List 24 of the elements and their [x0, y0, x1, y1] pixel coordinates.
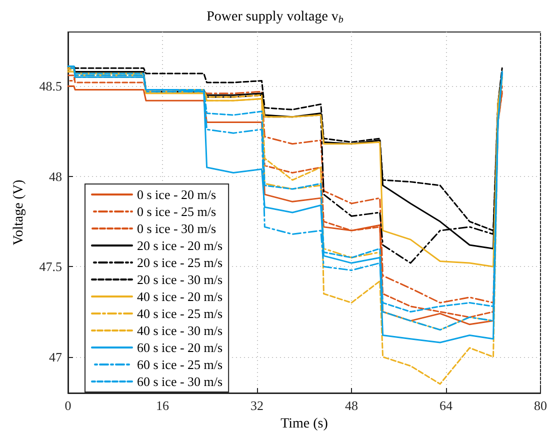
legend-label: 0 s ice - 25 m/s — [137, 204, 216, 219]
y-axis-title: Voltage (V) — [12, 179, 26, 246]
legend-label: 20 s ice - 20 m/s — [137, 238, 223, 253]
legend-label: 20 s ice - 25 m/s — [137, 255, 223, 270]
x-tick-label: 16 — [156, 398, 170, 413]
x-tick-label: 64 — [440, 398, 453, 413]
legend-label: 40 s ice - 30 m/s — [137, 323, 223, 338]
legend-label: 60 s ice - 20 m/s — [137, 340, 223, 355]
y-tick-label: 48.5 — [39, 78, 62, 94]
legend-label: 60 s ice - 25 m/s — [137, 357, 223, 372]
x-tick-label: 32 — [250, 398, 264, 413]
legend-label: 60 s ice - 30 m/s — [137, 374, 223, 389]
x-axis-title: Time (s) — [280, 416, 328, 432]
x-tick-label: 80 — [534, 398, 547, 413]
x-tick-label: 0 — [64, 398, 72, 413]
legend-label: 40 s ice - 25 m/s — [137, 306, 223, 321]
y-tick-label: 48 — [49, 168, 62, 184]
legend-label: 40 s ice - 20 m/s — [137, 289, 223, 304]
legend-label: 0 s ice - 30 m/s — [137, 221, 216, 236]
x-tick-label: 48 — [345, 398, 358, 413]
legend-label: 0 s ice - 20 m/s — [137, 187, 216, 202]
y-tick-label: 47 — [49, 349, 62, 364]
legend-label: 20 s ice - 30 m/s — [137, 272, 223, 287]
y-tick-label: 47.5 — [39, 259, 62, 274]
